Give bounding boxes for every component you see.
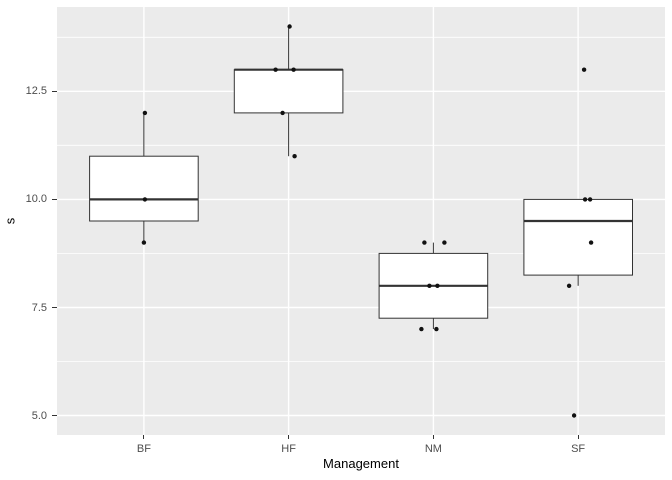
data-point-BF-10 bbox=[142, 197, 148, 202]
data-point-BF-9 bbox=[141, 240, 147, 245]
data-point-BF-12 bbox=[142, 110, 148, 116]
x-tick-mark-BF bbox=[143, 435, 145, 439]
x-tick-label-SF: SF bbox=[571, 443, 586, 455]
boxplot-canvas bbox=[57, 7, 665, 435]
y-tick-label-5.0: 5.0 bbox=[31, 409, 47, 422]
y-tick-mark-10.0 bbox=[52, 198, 57, 200]
y-tick-label-7.5: 7.5 bbox=[31, 301, 47, 314]
data-point-NM-9 bbox=[422, 240, 427, 245]
data-point-SF-13 bbox=[581, 67, 587, 72]
data-point-NM-9 bbox=[442, 240, 447, 245]
x-tick-label-BF: BF bbox=[136, 443, 151, 455]
data-point-NM-8 bbox=[427, 283, 432, 288]
data-point-HF-13 bbox=[273, 67, 278, 72]
x-tick-mark-SF bbox=[577, 435, 579, 439]
y-tick-mark-12.5 bbox=[52, 90, 57, 92]
box-HF bbox=[233, 69, 344, 114]
box-SF bbox=[523, 198, 633, 276]
data-point-NM-7 bbox=[419, 326, 424, 332]
y-tick-label-12.5: 12.5 bbox=[25, 85, 47, 98]
y-axis-title: s bbox=[2, 217, 18, 225]
data-point-SF-9 bbox=[588, 240, 594, 245]
data-point-SF-8 bbox=[566, 283, 572, 288]
plot-panel bbox=[57, 7, 665, 435]
data-point-SF-10 bbox=[582, 197, 588, 202]
x-tick-label-HF: HF bbox=[281, 443, 296, 455]
data-point-HF-13 bbox=[291, 67, 296, 72]
data-point-NM-7 bbox=[434, 326, 439, 332]
x-axis-title: Management bbox=[323, 456, 399, 471]
x-tick-mark-NM bbox=[432, 435, 434, 439]
data-point-NM-8 bbox=[435, 283, 440, 288]
x-tick-label-NM: NM bbox=[424, 443, 442, 455]
y-tick-mark-7.5 bbox=[52, 306, 57, 309]
data-point-HF-12 bbox=[280, 110, 285, 116]
data-point-SF-10 bbox=[587, 197, 593, 202]
y-tick-mark-5.0 bbox=[52, 414, 57, 417]
data-point-SF-5 bbox=[571, 413, 577, 418]
data-point-HF-14 bbox=[287, 24, 292, 29]
data-point-HF-11 bbox=[292, 154, 297, 159]
y-tick-label-10.0: 10.0 bbox=[25, 193, 47, 206]
box-BF bbox=[89, 155, 199, 222]
x-tick-mark-HF bbox=[288, 435, 290, 439]
